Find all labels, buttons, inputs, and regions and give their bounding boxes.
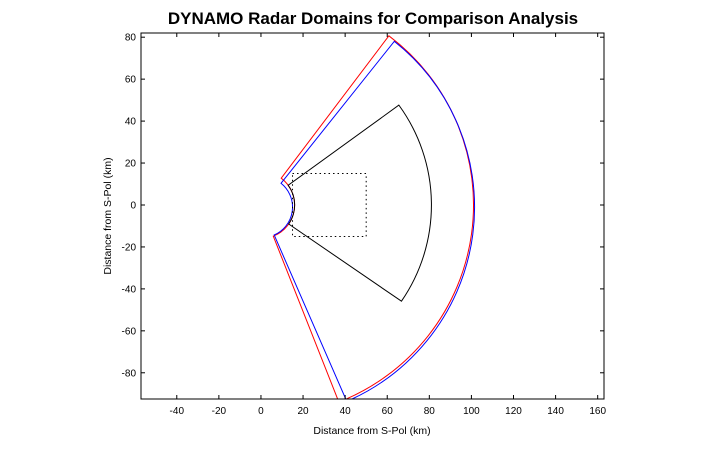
plot-area-frame [140,32,605,400]
x-tick-label: 140 [547,406,564,417]
y-axis-label: Distance from S-Pol (km) [102,157,114,274]
x-tick-label: 80 [424,406,436,417]
x-axis-label: Distance from S-Pol (km) [313,425,430,437]
plot-series [272,35,476,399]
y-tick-label: -20 [122,242,137,253]
x-axis: -40 -20 0 20 40 60 80 100 120 140 160 [170,33,606,417]
x-tick-label: 160 [589,406,606,417]
chart-title: DYNAMO Radar Domains for Comparison Anal… [168,9,578,28]
domain-rectangle-3 [292,173,367,237]
x-tick-label: 40 [340,406,352,417]
y-tick-label: 20 [125,159,137,170]
y-tick-label: 40 [125,117,137,128]
domain-sector-0 [272,35,474,399]
x-tick-label: 60 [382,406,394,417]
y-tick-label: 80 [125,33,137,44]
y-axis: -80 -60 -40 -20 0 20 40 60 80 [122,33,604,379]
x-tick-label: 20 [297,406,309,417]
y-tick-label: -60 [122,326,137,337]
y-tick-label: -40 [122,284,137,295]
y-tick-label: 60 [125,75,137,86]
y-tick-label: 0 [130,200,136,211]
x-tick-label: 0 [258,406,264,417]
domain-sector-2 [287,104,432,302]
x-tick-label: 120 [505,406,522,417]
y-tick-label: -80 [122,368,137,379]
x-tick-label: -20 [212,406,227,417]
domain-sector-1 [273,40,476,399]
x-tick-label: -40 [170,406,185,417]
x-tick-label: 100 [463,406,480,417]
